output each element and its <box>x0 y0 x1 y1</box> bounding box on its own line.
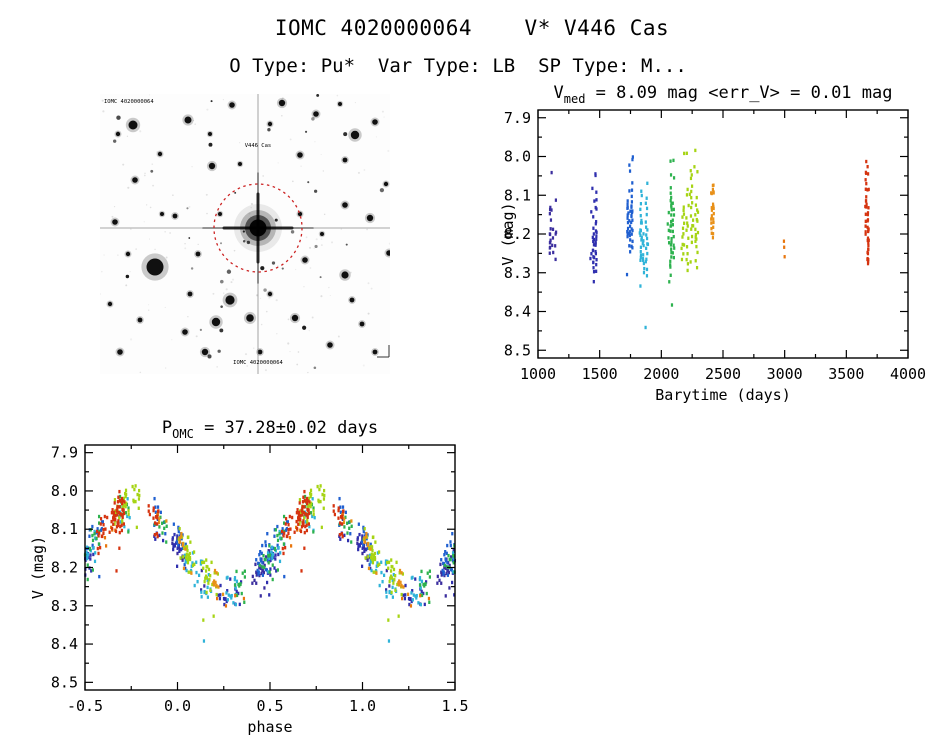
svg-text:8.5: 8.5 <box>51 673 78 691</box>
svg-text:-0.5: -0.5 <box>67 697 103 715</box>
axes <box>84 444 456 691</box>
finder-chart-image: IOMC 4020000064 V446 Cas IOMC 4020000064 <box>100 94 390 374</box>
svg-text:8.3: 8.3 <box>504 264 531 282</box>
page-title: IOMC 4020000064 V* V446 Cas <box>274 16 670 40</box>
finder-annotation-top-left: IOMC 4020000064 <box>104 99 154 105</box>
svg-text:8.2: 8.2 <box>51 559 78 577</box>
finder-annotation-target: V446 Cas <box>245 143 272 149</box>
svg-text:0.5: 0.5 <box>256 697 283 715</box>
y-axis-label: V (mag) <box>500 202 517 265</box>
svg-text:3000: 3000 <box>767 365 803 383</box>
orientation-mark <box>377 345 390 358</box>
data-points <box>83 484 457 643</box>
svg-text:8.1: 8.1 <box>504 186 531 204</box>
chart-title: Vmed = 8.09 mag <err_V> = 0.01 mag <box>554 84 893 106</box>
page-subtitle: O Type: Pu* Var Type: LB SP Type: M... <box>229 55 687 77</box>
svg-text:8.2: 8.2 <box>504 225 531 243</box>
finder-annotation-bottom: IOMC 4020000064 <box>233 360 283 366</box>
svg-text:0.0: 0.0 <box>164 697 191 715</box>
svg-text:4000: 4000 <box>890 365 926 383</box>
svg-text:1000: 1000 <box>520 365 556 383</box>
svg-text:8.0: 8.0 <box>504 148 531 166</box>
svg-text:1.0: 1.0 <box>349 697 376 715</box>
target-star <box>100 94 390 374</box>
svg-text:1500: 1500 <box>582 365 618 383</box>
data-points <box>548 148 870 330</box>
svg-text:7.9: 7.9 <box>51 444 78 462</box>
svg-text:8.4: 8.4 <box>504 303 531 321</box>
svg-text:8.1: 8.1 <box>51 520 78 538</box>
svg-text:8.5: 8.5 <box>504 341 531 359</box>
svg-text:7.9: 7.9 <box>504 109 531 127</box>
svg-text:3500: 3500 <box>828 365 864 383</box>
axes <box>537 109 909 359</box>
x-axis-label: phase <box>247 718 292 736</box>
svg-text:8.4: 8.4 <box>51 635 78 653</box>
chart-title: POMC = 37.28±0.02 days <box>162 418 378 441</box>
svg-text:2500: 2500 <box>705 365 741 383</box>
x-axis-label: Barytime (days) <box>655 386 790 404</box>
target-aperture-circle <box>213 183 303 273</box>
svg-text:1.5: 1.5 <box>441 697 468 715</box>
svg-text:8.0: 8.0 <box>51 482 78 500</box>
star-field <box>100 94 390 374</box>
svg-text:8.3: 8.3 <box>51 597 78 615</box>
svg-text:2000: 2000 <box>643 365 679 383</box>
time-lightcurve-chart: 1000 1500 2000 2500 3000 3500 4000 7.9 8.0 8.1 8.2… <box>500 84 926 404</box>
phase-lightcurve-chart: -0.5 0.0 0.5 1.0 1.5 7.9 8.0 8.1 8.2 8.3 8.4 8.5 POM… <box>30 418 469 736</box>
y-axis-label: V (mag) <box>30 536 47 599</box>
